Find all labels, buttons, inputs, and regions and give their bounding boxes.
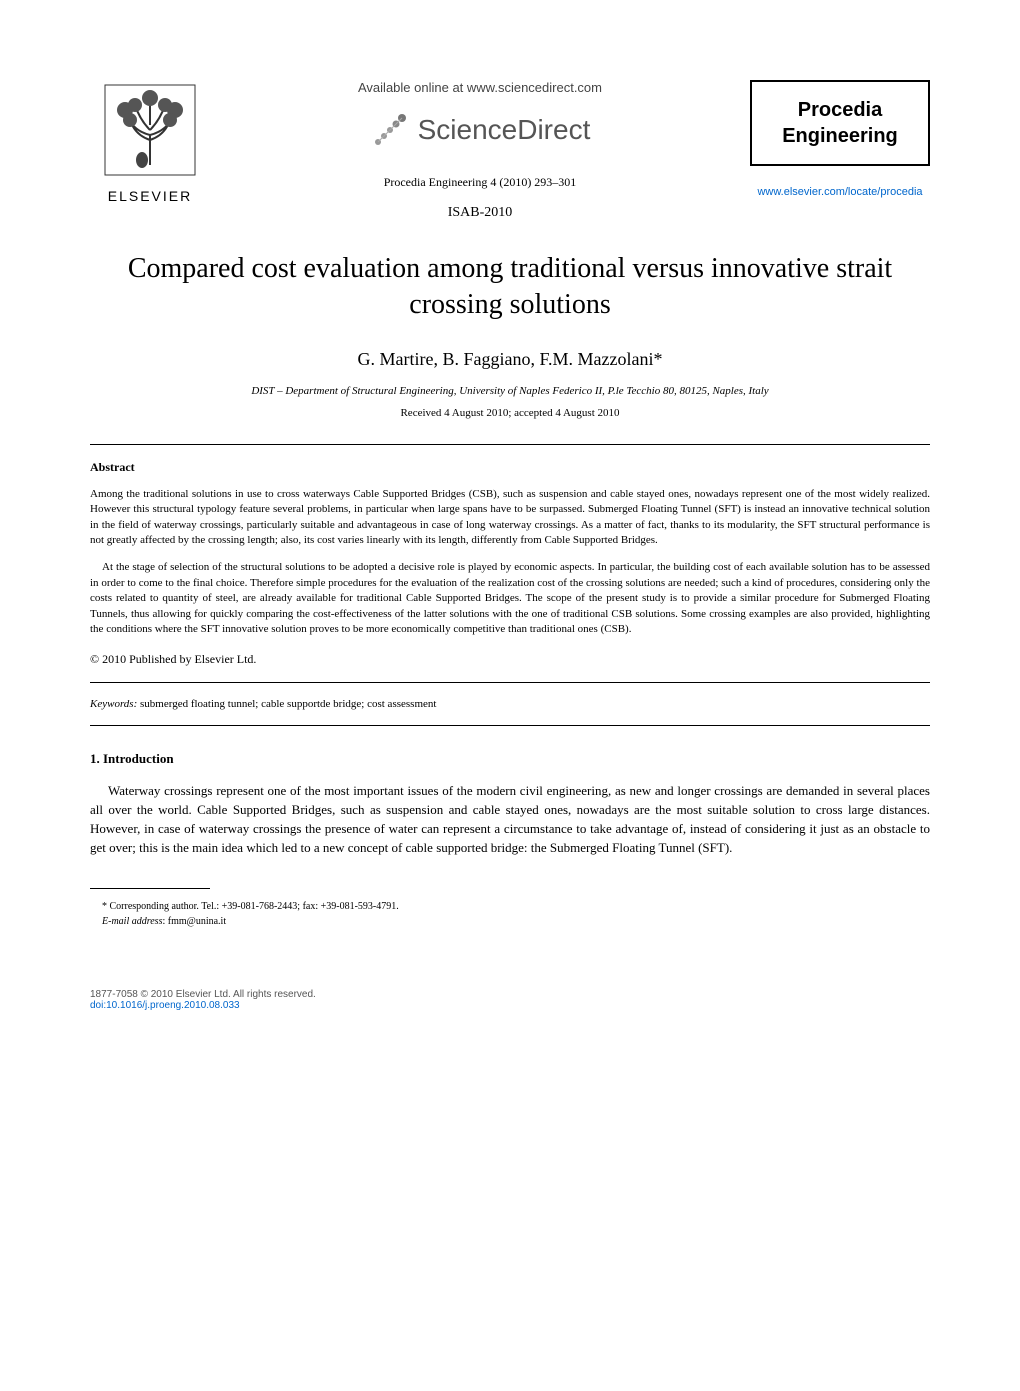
authors-line: G. Martire, B. Faggiano, F.M. Mazzolani* <box>90 349 930 370</box>
publisher-name: ELSEVIER <box>108 188 192 204</box>
affiliation: DIST – Department of Structural Engineer… <box>90 385 930 397</box>
section-divider <box>90 725 930 726</box>
page-footer: 1877-7058 © 2010 Elsevier Ltd. All right… <box>90 989 930 1011</box>
received-accepted-dates: Received 4 August 2010; accepted 4 Augus… <box>90 407 930 419</box>
elsevier-tree-icon <box>100 80 200 180</box>
sciencedirect-text: ScienceDirect <box>418 114 591 146</box>
journal-title-box: Procedia Engineering <box>750 80 930 166</box>
sciencedirect-swoosh-icon <box>370 110 410 150</box>
procedia-reference: Procedia Engineering 4 (2010) 293–301 <box>230 175 730 190</box>
paper-title: Compared cost evaluation among tradition… <box>90 251 930 324</box>
abstract-heading: Abstract <box>90 460 930 475</box>
abstract-paragraph-2: At the stage of selection of the structu… <box>90 560 930 637</box>
header-right: Procedia Engineering www.elsevier.com/lo… <box>750 80 930 198</box>
corresponding-author-footnote: * Corresponding author. Tel.: +39-081-76… <box>90 899 930 914</box>
introduction-paragraph-1: Waterway crossings represent one of the … <box>90 782 930 857</box>
footnote-divider <box>90 888 210 889</box>
keywords-line: Keywords: submerged floating tunnel; cab… <box>90 698 930 710</box>
introduction-heading: 1. Introduction <box>90 751 930 767</box>
available-online-text: Available online at www.sciencedirect.co… <box>230 80 730 95</box>
publisher-block: ELSEVIER <box>90 80 210 204</box>
keywords-text: submerged floating tunnel; cable support… <box>137 698 436 710</box>
header-center: Available online at www.sciencedirect.co… <box>210 80 750 221</box>
journal-name-line1: Procedia <box>762 97 918 123</box>
sciencedirect-logo: ScienceDirect <box>230 110 730 150</box>
section-divider <box>90 682 930 683</box>
journal-url[interactable]: www.elsevier.com/locate/procedia <box>750 186 930 198</box>
section-divider <box>90 444 930 445</box>
conference-name: ISAB-2010 <box>230 205 730 221</box>
copyright-line: © 2010 Published by Elsevier Ltd. <box>90 652 930 667</box>
issn-copyright-line: 1877-7058 © 2010 Elsevier Ltd. All right… <box>90 989 930 1000</box>
journal-name-line2: Engineering <box>762 123 918 149</box>
email-value: : fmm@unina.it <box>162 916 226 927</box>
keywords-label: Keywords: <box>90 698 137 710</box>
email-label: E-mail address <box>102 916 162 927</box>
email-footnote: E-mail address: fmm@unina.it <box>90 914 930 929</box>
abstract-paragraph-1: Among the traditional solutions in use t… <box>90 487 930 549</box>
doi-line[interactable]: doi:10.1016/j.proeng.2010.08.033 <box>90 1000 930 1011</box>
page-header: ELSEVIER Available online at www.science… <box>90 80 930 221</box>
